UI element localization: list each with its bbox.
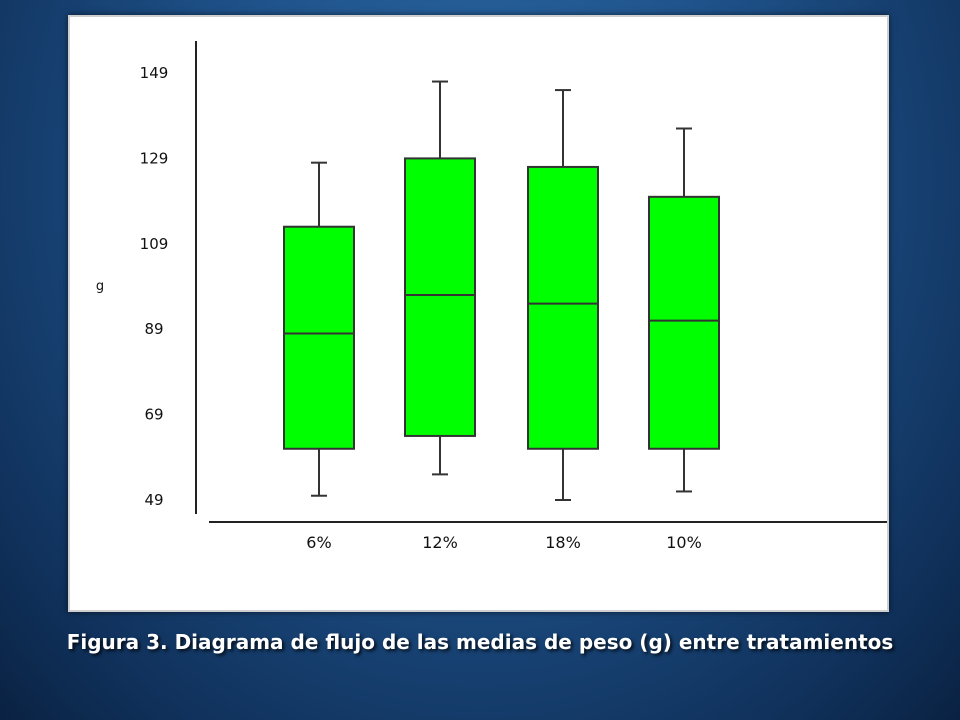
y-tick-labels: 149 129 109 89 69 49 — [140, 64, 169, 509]
y-tick-label: 149 — [140, 64, 169, 82]
x-tick-label: 10% — [666, 533, 702, 552]
box-series — [283, 80, 720, 501]
y-tick-label: 49 — [144, 491, 163, 509]
chart-panel: g 149 129 109 89 69 49 6% 12% 18% 10% — [68, 15, 889, 612]
x-tick-label: 6% — [306, 533, 331, 552]
box-body — [283, 225, 355, 450]
y-tick-label: 109 — [140, 235, 169, 253]
box-body — [527, 165, 599, 450]
x-tick-label: 12% — [422, 533, 458, 552]
box-body — [648, 195, 720, 450]
x-tick-labels: 6% 12% 18% 10% — [306, 533, 701, 552]
box-3 — [527, 89, 599, 501]
y-tick-label: 89 — [144, 320, 163, 338]
y-tick-label: 129 — [140, 149, 169, 167]
y-axis-label: g — [96, 279, 104, 294]
x-tick-label: 18% — [545, 533, 581, 552]
box-body — [404, 157, 476, 437]
y-tick-label: 69 — [144, 406, 163, 424]
box-plot-chart: g 149 129 109 89 69 49 6% 12% 18% 10% — [96, 41, 887, 552]
box-1 — [283, 161, 355, 497]
box-4 — [648, 127, 720, 493]
box-2 — [404, 80, 476, 476]
figure-caption: Figura 3. Diagrama de flujo de las media… — [66, 630, 894, 654]
